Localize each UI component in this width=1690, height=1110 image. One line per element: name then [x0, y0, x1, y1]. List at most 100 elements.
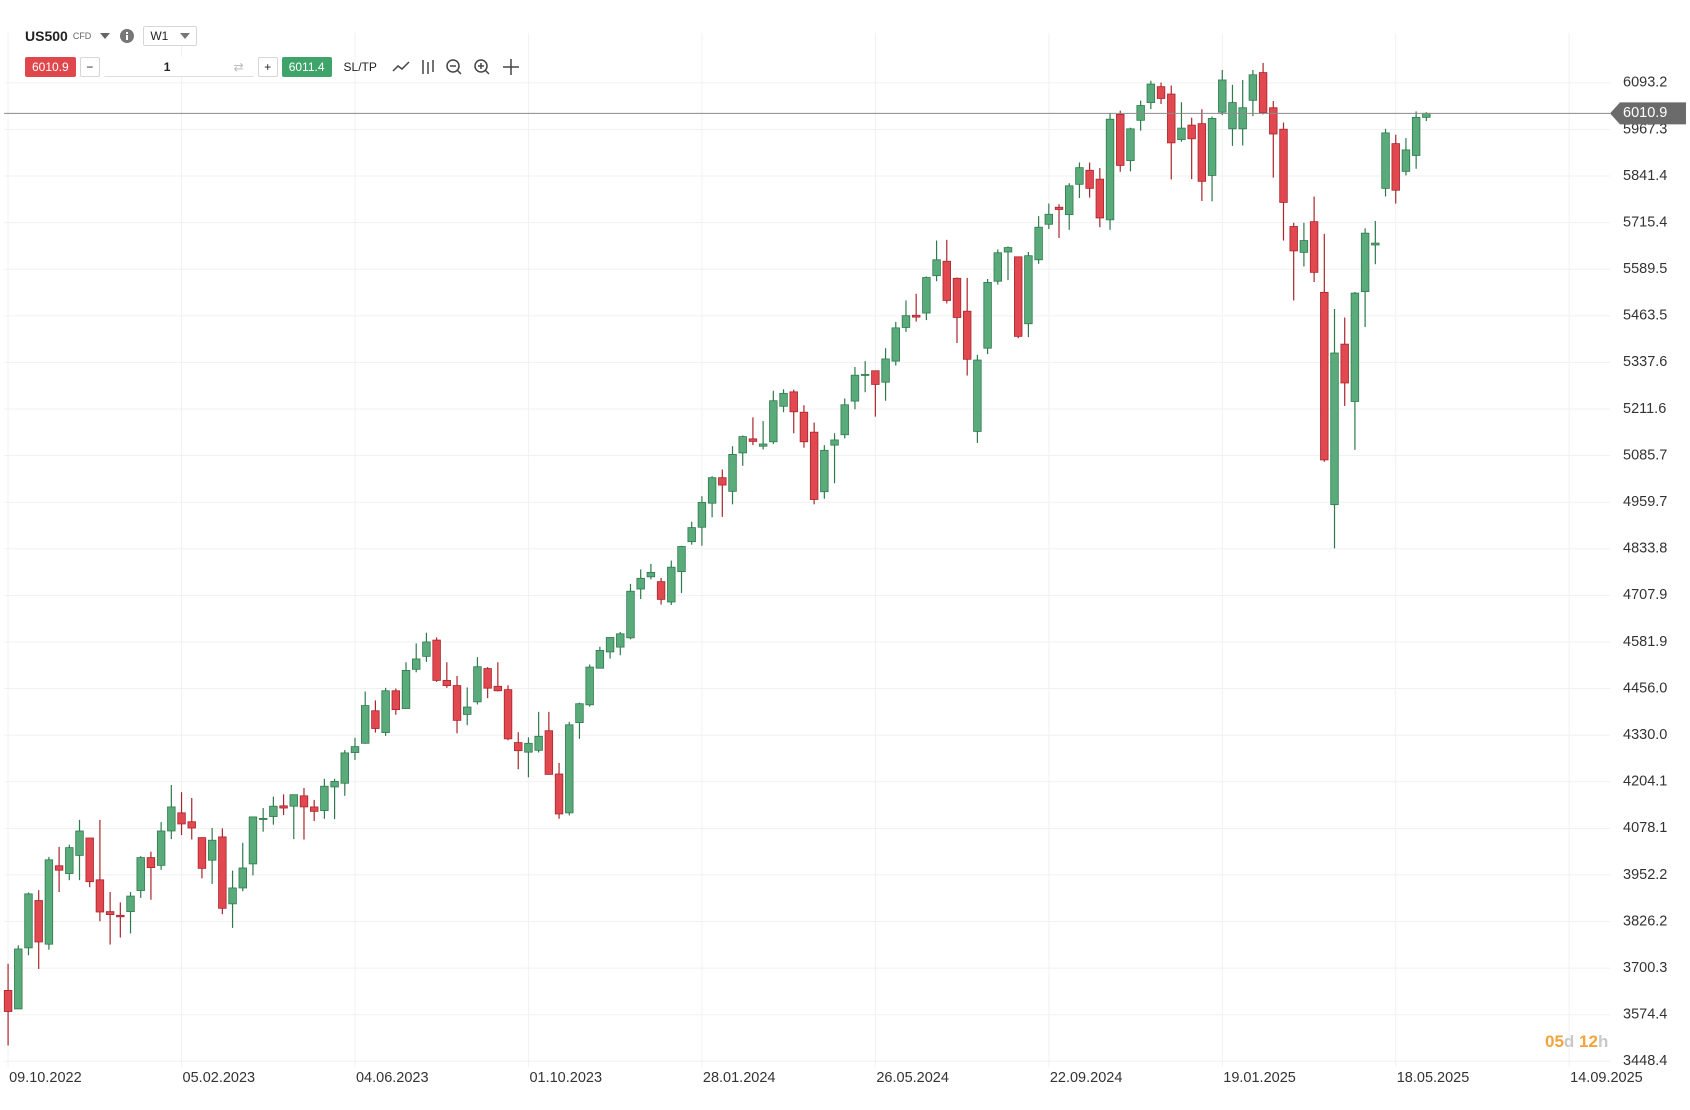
candle-body: [330, 781, 339, 788]
y-tick-label: 4707.9: [1623, 587, 1667, 603]
candle-body: [697, 502, 707, 528]
candle-body: [1116, 113, 1125, 166]
x-tick-label: 19.01.2025: [1223, 1070, 1296, 1086]
candle-body: [299, 795, 309, 808]
candle-body: [830, 439, 839, 446]
candle-body: [1228, 102, 1237, 130]
candle-body: [1156, 86, 1166, 99]
candle-body: [1197, 123, 1207, 182]
candle-body: [942, 260, 951, 301]
y-tick-label: 4078.1: [1623, 820, 1667, 836]
candle-body: [391, 690, 401, 711]
candle-body: [667, 566, 676, 603]
candle-body: [105, 911, 115, 915]
candle-body: [156, 830, 166, 866]
candle-body: [503, 689, 513, 740]
candle-body: [371, 710, 380, 729]
candle-body: [1187, 124, 1196, 140]
y-tick-label: 3574.4: [1623, 1007, 1667, 1023]
candle-body: [1003, 247, 1013, 253]
crosshair-icon[interactable]: [502, 59, 519, 75]
timeframe-select[interactable]: W1: [143, 26, 198, 46]
candle-body: [1095, 178, 1105, 219]
candle-body: [1371, 242, 1380, 246]
symbol-bar: US500 CFD W1: [25, 26, 198, 46]
candle-body: [412, 658, 421, 670]
candle-body: [595, 650, 605, 669]
quantity: 1: [163, 59, 171, 74]
y-tick-label: 4330.0: [1623, 727, 1667, 743]
candle-body: [871, 370, 880, 385]
x-tick-label: 28.01.2024: [703, 1070, 776, 1086]
candle-body: [289, 794, 298, 807]
candle-body: [452, 685, 462, 721]
candle-body: [473, 666, 482, 703]
sell-button[interactable]: 6010.9: [25, 57, 76, 77]
candle-body: [1207, 118, 1217, 176]
quantity-input[interactable]: 1 ⇄: [103, 57, 254, 77]
candle-body: [769, 400, 778, 443]
candle-body: [1391, 143, 1400, 191]
sl-tp-button[interactable]: SL/TP: [343, 60, 377, 74]
y-tick-label: 5715.4: [1623, 214, 1667, 230]
decrease-button[interactable]: −: [79, 57, 100, 77]
candle-body: [850, 374, 860, 402]
candle-body: [962, 310, 972, 360]
candle-body: [85, 837, 94, 883]
candle-body: [646, 571, 656, 578]
y-tick-label: 4204.1: [1623, 774, 1667, 790]
x-tick-label: 18.05.2025: [1397, 1070, 1470, 1086]
candle-body: [34, 900, 43, 943]
candle-body: [554, 773, 564, 815]
buy-price: 6011.4: [288, 60, 325, 74]
y-tick-label: 3952.2: [1623, 867, 1667, 883]
candle-body: [983, 281, 992, 349]
candle-body: [1024, 255, 1033, 325]
candle-body: [258, 817, 268, 820]
candle-chart-icon[interactable]: [422, 60, 434, 74]
candle-body: [605, 637, 615, 653]
y-tick-label: 4959.7: [1623, 494, 1667, 510]
candle-body: [748, 438, 758, 442]
candle-body: [14, 948, 23, 1010]
symbol[interactable]: US500: [25, 28, 68, 44]
info-icon[interactable]: [119, 28, 135, 44]
candle-body: [1360, 232, 1370, 292]
y-tick-label: 3826.2: [1623, 913, 1667, 929]
y-tick-label: 4456.0: [1623, 680, 1667, 696]
candle-body: [1411, 116, 1421, 156]
candle-body: [3, 990, 13, 1012]
candle-body: [1218, 79, 1227, 113]
symbol-dropdown[interactable]: [99, 32, 111, 40]
line-chart-icon[interactable]: [392, 61, 410, 72]
candle-body: [687, 527, 696, 543]
trade-bar: 6010.9 − 1 ⇄ + 6011.4 SL/TP: [25, 57, 541, 77]
candle-body: [677, 546, 686, 573]
timeframe-dropdown: [180, 33, 191, 39]
candle-body: [718, 477, 727, 486]
zoom-out-icon[interactable]: [446, 59, 462, 75]
candle-body: [116, 914, 125, 918]
candle-body: [1350, 292, 1360, 402]
candle-body: [860, 374, 870, 376]
candle-body: [218, 836, 227, 909]
x-tick-label: 09.10.2022: [9, 1070, 82, 1086]
candle-body: [1044, 213, 1054, 225]
zoom-in-icon[interactable]: [474, 59, 490, 75]
candle-body: [1146, 83, 1156, 103]
y-tick-label: 5967.3: [1623, 121, 1667, 137]
candle-body: [1167, 93, 1176, 144]
y-tick-label: 5841.4: [1623, 168, 1667, 184]
increase-button[interactable]: +: [257, 57, 278, 77]
candle-body: [442, 680, 452, 686]
candle-body: [1126, 128, 1135, 162]
candle-countdown: 05d 12h: [1545, 1032, 1608, 1052]
candle-body: [911, 314, 921, 318]
y-tick-label: 3448.4: [1623, 1053, 1667, 1069]
y-tick-label: 5211.6: [1623, 401, 1666, 417]
candle-body: [248, 816, 258, 865]
candle-body: [146, 857, 156, 868]
buy-button[interactable]: 6011.4: [281, 57, 332, 77]
